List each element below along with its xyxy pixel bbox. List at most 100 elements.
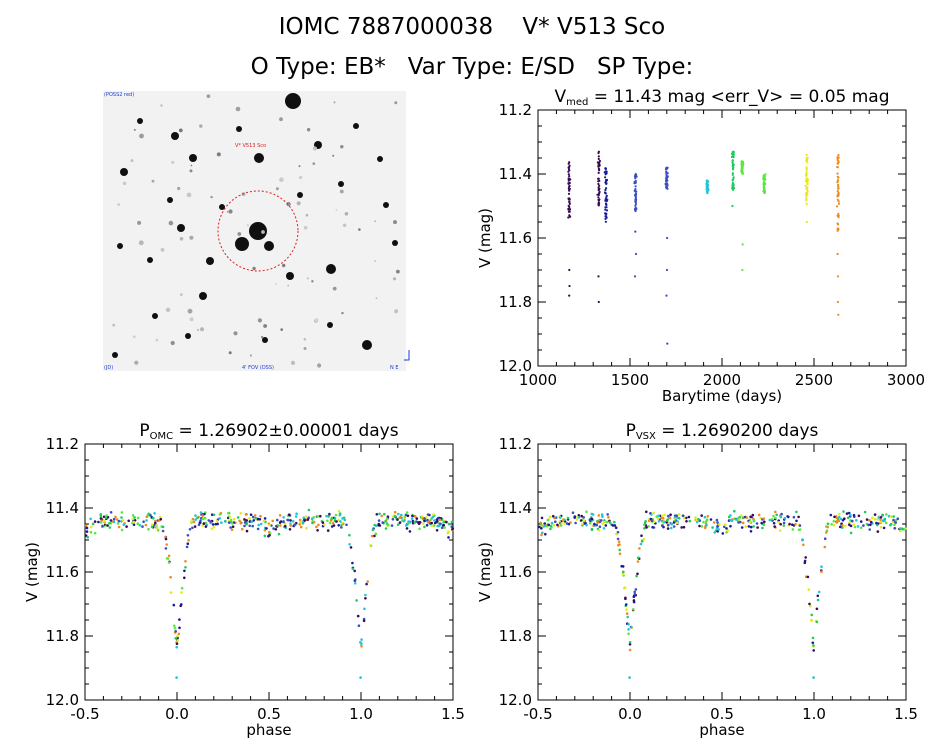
- xtick-label-2-4: 1.5: [894, 705, 918, 723]
- ts-point: [804, 184, 807, 187]
- phase-point: [397, 512, 400, 516]
- ts-point: [597, 180, 600, 183]
- phase-point: [574, 521, 577, 525]
- phase-point: [117, 519, 121, 523]
- ts-point: [731, 151, 734, 154]
- phase-point: [291, 520, 295, 523]
- ts-point-outlier: [731, 204, 734, 208]
- phase-point: [176, 639, 180, 642]
- faint-star-66: [177, 186, 181, 191]
- ytick-label-0-4: 12.0: [499, 357, 532, 375]
- ts-point: [731, 168, 735, 171]
- xtick-label-1-1: 0.0: [165, 705, 189, 723]
- phase-point: [855, 519, 858, 522]
- phase-point: [890, 515, 893, 518]
- phase-point: [837, 519, 841, 523]
- phase-point: [628, 648, 632, 652]
- phase-point: [643, 527, 646, 530]
- phase-point: [829, 513, 833, 517]
- phase-point: [203, 512, 206, 516]
- phase-point: [193, 525, 197, 528]
- phase-point: [756, 526, 759, 529]
- ts-point-outlier: [634, 230, 637, 233]
- faint-star-7: [228, 209, 233, 214]
- faint-star-6: [186, 192, 192, 198]
- phase-point: [896, 517, 900, 520]
- phase-point: [883, 519, 886, 523]
- ts-point: [665, 171, 668, 174]
- ts-point: [837, 185, 840, 188]
- ts-point: [762, 187, 766, 191]
- ts-point: [634, 199, 638, 202]
- phase-point: [887, 514, 891, 518]
- phase-point: [112, 520, 116, 524]
- phase-point: [435, 518, 439, 521]
- star-15: [199, 292, 207, 300]
- phase-point: [625, 608, 628, 611]
- phase-point: [425, 523, 429, 527]
- phase-point: [585, 523, 588, 527]
- phase-point: [705, 523, 708, 527]
- ts-point: [836, 227, 839, 230]
- phase-point: [194, 514, 197, 517]
- phase-point: [839, 517, 843, 521]
- ts-point: [568, 188, 571, 191]
- phase-point: [301, 520, 305, 524]
- phase-point: [159, 517, 163, 521]
- phase-point: [180, 603, 183, 606]
- phase-point: [180, 586, 184, 590]
- faint-star-72: [335, 209, 338, 211]
- faint-star-20: [249, 354, 252, 357]
- ts-point: [731, 188, 735, 191]
- phase-point: [748, 520, 751, 524]
- phase-point: [175, 645, 178, 649]
- phase-point: [538, 525, 541, 529]
- phase-point: [625, 612, 629, 615]
- faint-star-21: [374, 260, 377, 262]
- phase-point: [808, 602, 811, 606]
- phase-point: [672, 521, 676, 524]
- phase-point: [575, 518, 579, 521]
- faint-star-57: [303, 338, 307, 341]
- phase-point: [670, 522, 674, 526]
- star-12: [377, 156, 383, 162]
- phase-point: [425, 516, 428, 519]
- ts-point: [806, 181, 809, 184]
- star-31: [185, 333, 191, 339]
- phase-point: [893, 527, 896, 530]
- phase-point: [632, 608, 635, 611]
- ts-point: [568, 169, 571, 172]
- ts-point: [597, 164, 600, 167]
- phase-point: [99, 517, 103, 520]
- phase-point: [398, 521, 402, 524]
- y-axis-label-0: V (mag): [476, 208, 494, 268]
- faint-star-89: [298, 165, 301, 168]
- phase-point: [238, 519, 241, 523]
- phase-point: [772, 521, 776, 525]
- phase-point: [597, 514, 601, 517]
- phase-point: [782, 524, 786, 527]
- phase-point: [847, 511, 851, 515]
- ts-point-outlier: [665, 294, 668, 297]
- phase-point: [330, 517, 333, 521]
- faint-star-86: [290, 360, 296, 365]
- phase-point: [579, 519, 583, 522]
- phase-point: [173, 627, 177, 630]
- phase-point: [194, 518, 197, 521]
- phase-point: [788, 522, 791, 526]
- phase-point: [357, 624, 361, 627]
- phase-point: [447, 530, 450, 533]
- phase-point: [706, 515, 710, 518]
- phase-point: [702, 520, 705, 524]
- phase-point: [590, 527, 594, 531]
- phase-point: [315, 525, 318, 529]
- phase-point: [435, 529, 439, 532]
- phase-point: [210, 513, 214, 516]
- phase-point: [326, 519, 329, 523]
- phase-point: [383, 512, 386, 516]
- phase-point: [833, 515, 836, 519]
- phase-point: [408, 530, 412, 533]
- phase-point: [826, 525, 829, 529]
- ts-point-outlier: [741, 243, 744, 246]
